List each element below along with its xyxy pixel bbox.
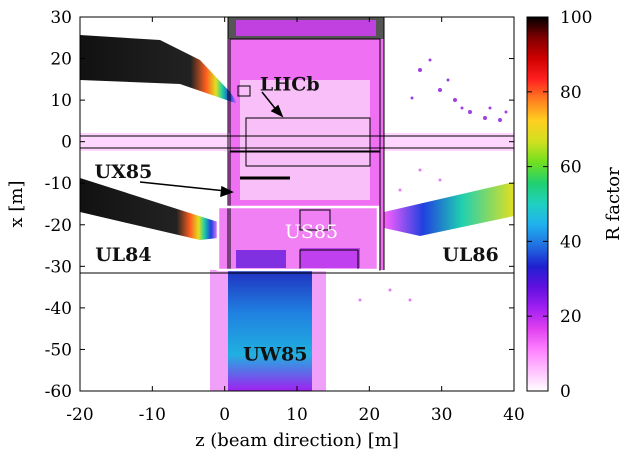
tunnel-ul84-jet <box>80 178 218 240</box>
colorbar-tick-label: 20 <box>560 307 582 327</box>
y-tick-label: 0 <box>61 133 72 153</box>
y-tick-label: -10 <box>45 174 72 194</box>
x-tick-label: 30 <box>431 405 453 425</box>
us85-lower-left <box>236 250 286 268</box>
speckle-upper-right <box>410 58 508 122</box>
y-tick-label: 30 <box>50 8 72 28</box>
hall-label-uw85: UW85 <box>243 344 307 366</box>
x-axis: -20 -10 0 10 20 30 40 <box>66 17 525 425</box>
upper-left-jet <box>80 35 238 104</box>
x-tick-label: -10 <box>139 405 166 425</box>
x-tick-label: 0 <box>219 405 230 425</box>
hall-label-ux85: UX85 <box>95 161 153 183</box>
colorbar-ticks: 100 80 60 40 20 0 <box>527 8 592 402</box>
colorbar-tick-label: 80 <box>560 83 582 103</box>
x-tick-label: 20 <box>359 405 381 425</box>
shaft-uw85-halo-right <box>312 270 326 391</box>
y-tick-label: -40 <box>45 299 72 319</box>
y-axis-label: x [m] <box>6 181 27 228</box>
colorbar <box>526 16 549 392</box>
y-tick-label: -50 <box>45 340 72 360</box>
colorbar-tick-label: 0 <box>560 382 571 402</box>
x-tick-label: 10 <box>286 405 308 425</box>
y-tick-label: -60 <box>45 382 72 402</box>
shaft-uw85-halo-left <box>210 270 228 391</box>
tunnel-ul86-jet <box>384 182 514 236</box>
colorbar-tick-label: 60 <box>560 158 582 178</box>
x-tick-label: 40 <box>503 405 525 425</box>
us85-lower <box>300 248 360 268</box>
speckle-right <box>358 168 442 302</box>
hall-label-ul84: UL84 <box>95 244 151 266</box>
hall-label-us85: US85 <box>285 221 338 243</box>
colorbar-tick-label: 100 <box>560 8 592 28</box>
label-arrows <box>139 91 284 198</box>
y-tick-label: -20 <box>45 216 72 236</box>
hall-labels: LHCb UX85 US85 UL84 UL86 UW85 <box>95 73 499 365</box>
beamline-left <box>80 133 230 151</box>
colorbar-tick-label: 40 <box>560 232 582 252</box>
r-factor-map <box>80 17 514 391</box>
hall-label-ul86: UL86 <box>442 244 498 266</box>
hall-label-lhcb: LHCb <box>260 73 320 95</box>
y-tick-label: -30 <box>45 257 72 277</box>
beamline-right <box>384 133 514 151</box>
shaft-uw85 <box>228 270 312 391</box>
y-tick-label: 20 <box>50 50 72 70</box>
x-tick-label: -20 <box>66 405 93 425</box>
y-tick-label: 10 <box>50 91 72 111</box>
y-axis: 30 20 10 0 -10 -20 -30 -40 -50 -60 <box>45 8 514 402</box>
x-axis-label: z (beam direction) [m] <box>195 430 399 451</box>
hall-outlines <box>80 17 514 274</box>
colorbar-label: R factor <box>603 167 624 241</box>
cavern-ux85-core <box>240 80 370 200</box>
us85-box <box>216 205 380 272</box>
cavern-top-strip-inner <box>236 20 376 36</box>
